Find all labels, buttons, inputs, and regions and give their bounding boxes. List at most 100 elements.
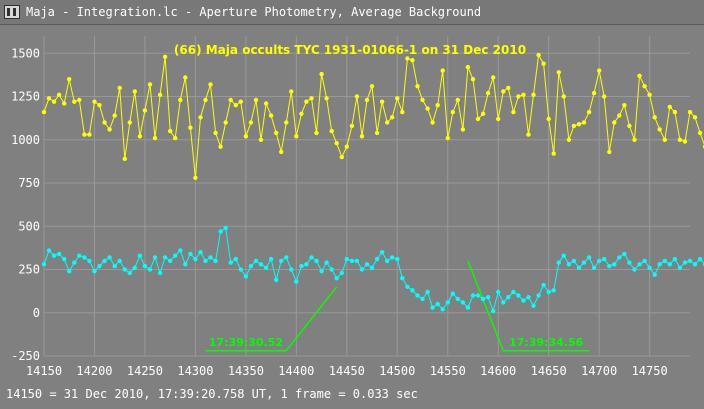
data-point [263,265,269,270]
y-tick-label: 1250 [11,90,40,104]
chart-title: (66) Maja occults TYC 1931-01066-1 on 31… [174,43,526,57]
data-point [435,301,440,307]
data-point [72,260,77,265]
series-line [43,53,704,178]
data-point [390,255,395,260]
data-point [632,137,637,142]
data-point [248,120,254,125]
data-point [566,137,572,142]
data-point [344,144,349,149]
data-point [602,94,607,99]
plot-background [0,26,704,384]
data-point [41,109,47,115]
data-point [400,276,405,281]
data-point [243,274,249,279]
data-point [314,130,319,136]
data-point [243,134,249,139]
data-point [369,84,375,89]
data-point [385,120,390,125]
data-point [501,89,506,94]
data-point [496,289,501,295]
data-point [687,258,693,264]
data-point [274,277,279,283]
data-point [117,85,122,91]
data-point [279,149,284,155]
data-point [304,262,309,267]
data-point [647,265,652,270]
data-point [329,128,334,134]
data-point [612,262,617,267]
data-point [379,99,385,104]
data-point [188,251,193,257]
data-point [61,256,67,262]
data-point [692,262,698,267]
data-point [294,134,299,139]
data-point [238,99,243,104]
data-point [137,253,143,258]
data-point [485,295,491,300]
data-point [420,296,425,302]
data-point [51,253,57,258]
data-point [178,97,183,103]
y-tick-label: 0 [33,306,40,320]
data-point [526,132,531,137]
x-tick-label: 14500 [379,364,415,378]
data-point [97,103,102,108]
data-point [67,269,72,274]
data-point [61,101,67,106]
data-point [344,256,349,262]
data-point [682,139,688,144]
data-point [117,258,122,264]
data-point [268,113,274,118]
data-point [642,258,647,264]
data-point [228,260,233,265]
data-point [147,82,153,87]
data-point [581,120,587,125]
data-point [526,295,531,300]
data-point [667,104,672,110]
data-point [137,134,143,139]
data-point [238,267,243,272]
data-point [556,260,561,265]
data-point [697,256,703,262]
data-point [142,263,148,269]
data-point [349,258,355,264]
data-point [198,115,203,120]
data-point [203,258,208,264]
data-point [607,263,612,269]
data-point [687,109,693,115]
data-point [465,64,471,70]
data-point [485,90,491,96]
data-point [491,308,496,314]
data-point [248,263,254,269]
data-point [188,125,193,130]
app-window-icon[interactable] [4,5,20,19]
x-tick-label: 14250 [127,364,163,378]
data-point [531,303,536,308]
data-point [475,293,481,298]
data-point [168,258,173,264]
data-point [228,97,233,103]
data-point [480,296,486,302]
data-point [334,141,339,146]
annotation-time-label: 17:39:34.56 [509,336,584,349]
data-point [289,89,294,94]
data-point [672,109,678,115]
data-point [132,265,137,270]
data-point [470,77,476,82]
data-point [299,111,304,117]
data-point [339,154,344,160]
y-tick-label: 1500 [11,46,40,60]
data-point [450,109,455,115]
y-tick-label: 500 [18,219,40,233]
data-point [460,127,466,132]
data-point [586,109,592,115]
data-point [132,89,137,94]
data-point [87,258,92,264]
data-point [697,130,703,136]
data-point [692,115,698,120]
data-point [374,130,380,136]
data-point [561,253,566,258]
data-point [677,265,683,270]
data-point [127,270,132,276]
